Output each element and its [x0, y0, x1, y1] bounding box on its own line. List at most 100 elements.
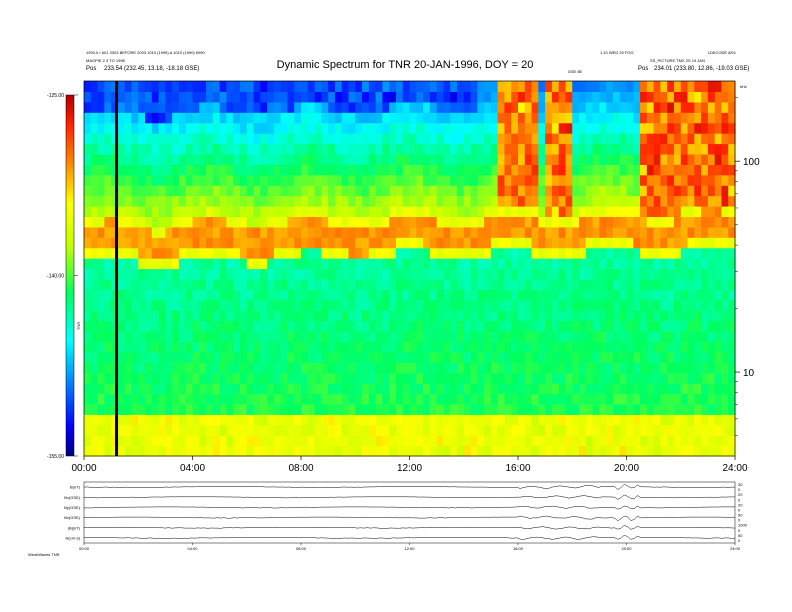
spectrogram-cell — [253, 278, 261, 290]
spectrogram-cell — [185, 299, 194, 311]
lower-right-tick: 50 — [738, 533, 743, 538]
spectrogram-cell — [273, 226, 282, 238]
spectrogram-cell — [626, 351, 634, 363]
spectrogram-cell — [429, 112, 438, 124]
spectrogram-cell — [673, 195, 682, 207]
spectrogram-cell — [450, 112, 458, 124]
spectrogram-cell — [497, 91, 506, 103]
spectrogram-cell — [131, 258, 139, 270]
spectrogram-cell — [694, 195, 702, 207]
spectrogram-cell — [246, 112, 255, 124]
spectrogram-cell — [267, 206, 275, 218]
spectrogram-cell — [443, 216, 451, 228]
spectrogram-cell — [287, 445, 295, 457]
spectrogram-cell — [287, 424, 295, 436]
spectrogram-cell — [172, 299, 180, 311]
spectrogram-cell — [504, 81, 512, 93]
spectrogram-cell — [395, 268, 404, 280]
spectrogram-cell — [321, 351, 329, 363]
spectrogram-cell — [172, 445, 180, 457]
spectrogram-cell — [538, 268, 546, 280]
spectrogram-cell — [402, 331, 411, 343]
spectrogram-cell — [294, 299, 302, 311]
spectrogram-cell — [490, 445, 499, 457]
spectrogram-cell — [633, 174, 641, 186]
spectrogram-cell — [151, 206, 160, 218]
spectrogram-cell — [307, 393, 316, 405]
spectrogram-cell — [436, 424, 445, 436]
spectrogram-cell — [199, 278, 207, 290]
spectrogram-cell — [429, 247, 438, 259]
spectrogram-cell — [253, 403, 261, 415]
spectrogram-cell — [470, 91, 478, 103]
spectrogram-cell — [572, 372, 580, 384]
spectrogram-cell — [687, 143, 695, 155]
spectrogram-cell — [592, 112, 600, 124]
spectrogram-cell — [518, 362, 526, 374]
spectrogram-cell — [314, 153, 322, 165]
spectrogram-cell — [714, 445, 723, 457]
spectrogram-cell — [90, 91, 99, 103]
spectrogram-cell — [219, 174, 228, 186]
spectrogram-cell — [206, 372, 214, 384]
spectrogram-cell — [199, 310, 207, 322]
spectrogram-cell — [701, 310, 709, 322]
spectrogram-cell — [463, 403, 472, 415]
spectrogram-cell — [538, 445, 546, 457]
spectrogram-cell — [178, 143, 187, 155]
spectrogram-cell — [334, 331, 343, 343]
spectrogram-cell — [334, 289, 343, 301]
spectrogram-cell — [382, 310, 390, 322]
spectrogram-cell — [402, 195, 411, 207]
spectrogram-cell — [172, 164, 180, 176]
spectrogram-cell — [653, 226, 662, 238]
spectrogram-cell — [633, 268, 641, 280]
spectrogram-cell — [375, 81, 383, 93]
spectrogram-cell — [239, 299, 248, 311]
spectrogram-cell — [579, 174, 587, 186]
spectrogram-cell — [84, 403, 92, 415]
spectrogram-cell — [307, 258, 316, 270]
spectrogram-cell — [395, 362, 404, 374]
spectrogram-cell — [84, 133, 92, 145]
spectrogram-cell — [606, 362, 614, 374]
spectrogram-cell — [273, 393, 282, 405]
spectrogram-cell — [158, 393, 166, 405]
spectrogram-cell — [531, 226, 539, 238]
spectrogram-cell — [721, 310, 729, 322]
spectrogram-cell — [450, 372, 458, 384]
spectrogram-cell — [178, 174, 187, 186]
spectrogram-cell — [701, 153, 709, 165]
spectrogram-cell — [436, 414, 445, 426]
spectrogram-cell — [165, 258, 173, 270]
spectrogram-cell — [212, 320, 221, 332]
spectrogram-cell — [151, 310, 160, 322]
spectrogram-cell — [660, 331, 668, 343]
spectrogram-cell — [294, 362, 302, 374]
spectrogram-cell — [287, 153, 295, 165]
spectrogram-cell — [233, 331, 241, 343]
spectrogram-cell — [565, 383, 573, 395]
spectrogram-cell — [199, 445, 207, 457]
spectrogram-cell — [253, 414, 261, 426]
spectrogram-cell — [206, 101, 214, 113]
spectrogram-cell — [104, 195, 112, 207]
spectrogram-cell — [226, 445, 234, 457]
spectrogram-cell — [145, 320, 153, 332]
spectrogram-cell — [307, 351, 316, 363]
spectrogram-cell — [233, 195, 241, 207]
spectrogram-cell — [192, 393, 200, 405]
spectrogram-cell — [416, 206, 424, 218]
spectrogram-cell — [619, 133, 628, 145]
spectrogram-cell — [660, 206, 668, 218]
spectrogram-cell — [592, 143, 600, 155]
spectrogram-cell — [551, 258, 560, 270]
spectrogram-cell — [626, 101, 634, 113]
spectrogram-cell — [612, 237, 621, 249]
spectrogram-cell — [145, 164, 153, 176]
spectrogram-cell — [138, 383, 146, 395]
spectrogram-cell — [599, 133, 607, 145]
colorbar-tick-label: -140.00 — [47, 274, 64, 280]
spectrogram-cell — [456, 299, 465, 311]
spectrogram-cell — [680, 247, 689, 259]
